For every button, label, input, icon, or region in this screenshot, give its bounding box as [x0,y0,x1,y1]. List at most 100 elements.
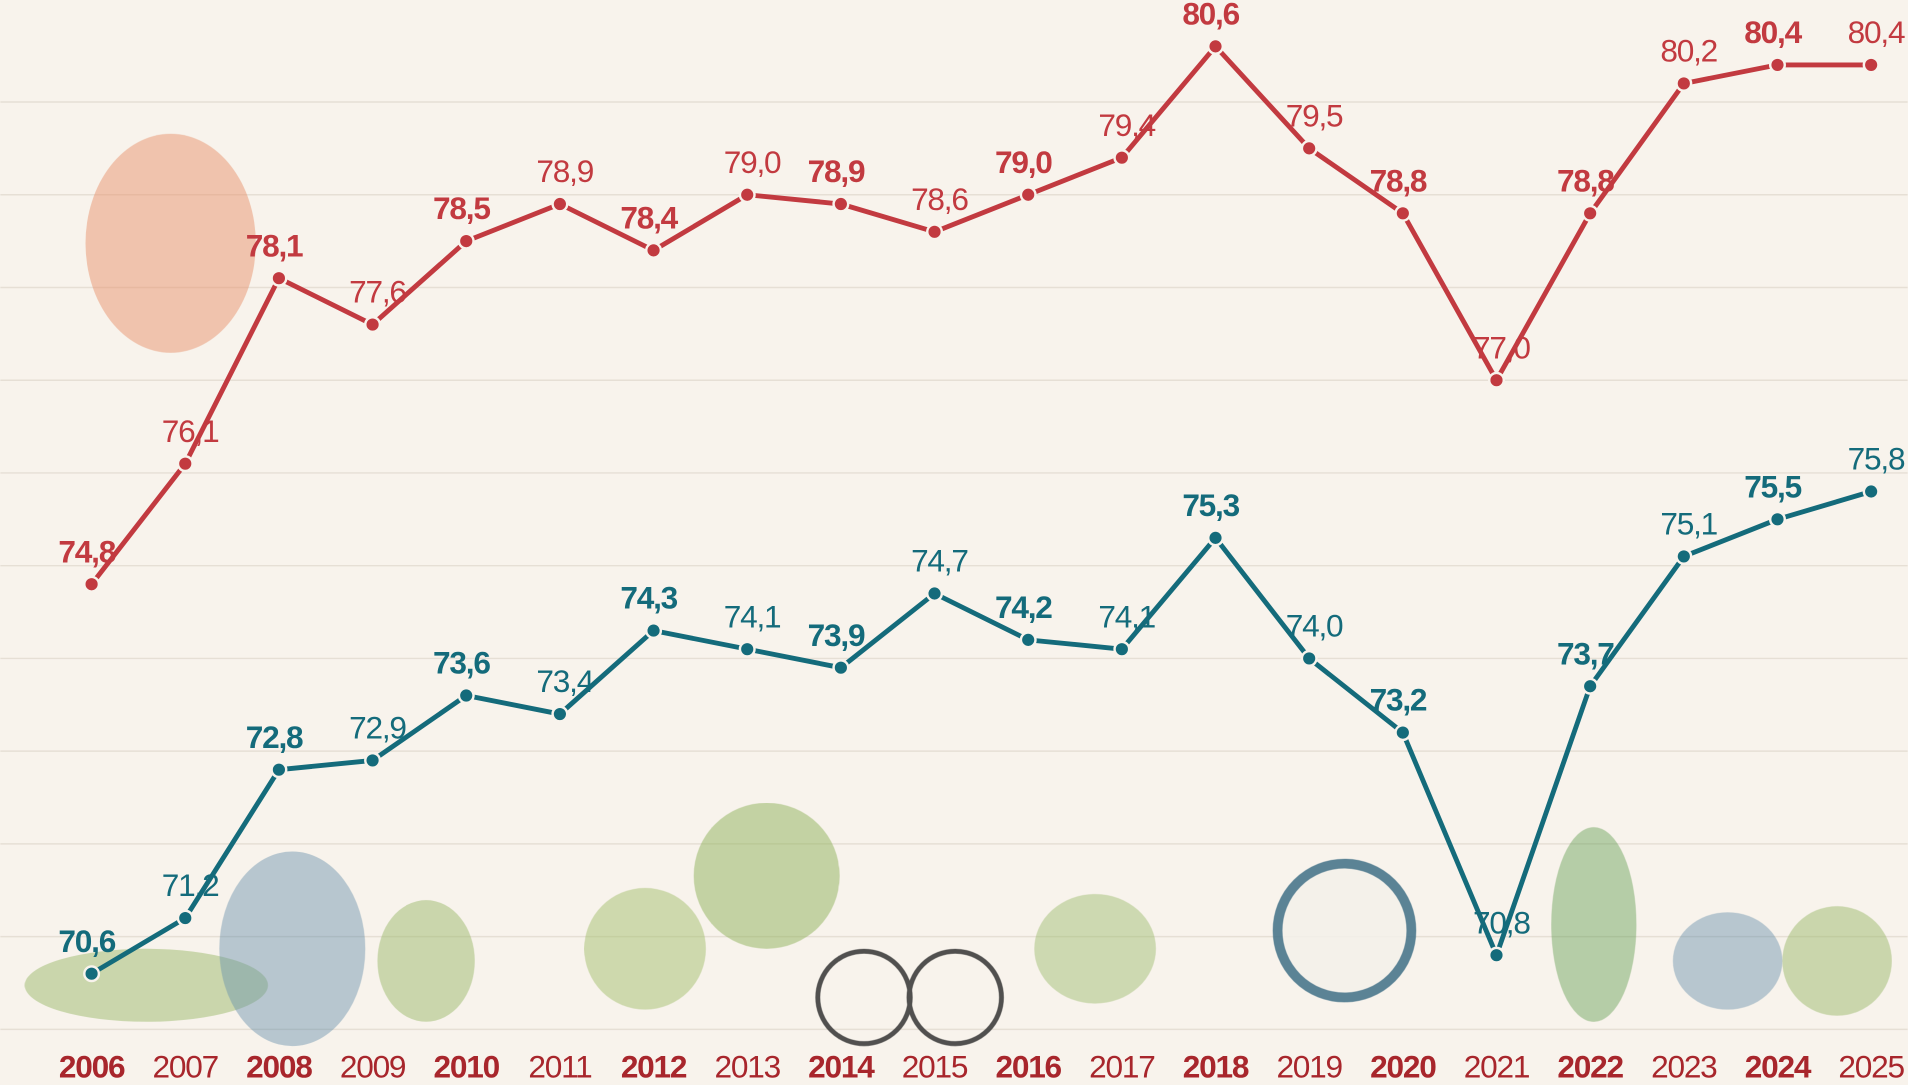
data-point [178,911,193,926]
data-label: 78,5 [433,190,490,226]
data-point [834,197,849,212]
page: {"chart_data": {"type": "line", "categor… [0,0,1908,1085]
data-point [1770,512,1785,527]
data-label: 73,2 [1370,682,1427,718]
data-label: 80,6 [1182,0,1239,31]
x-tick-label: 2023 [1651,1049,1717,1085]
data-point [1396,725,1411,740]
data-point [1583,679,1598,694]
data-label: 80,4 [1744,14,1802,50]
data-point [1489,948,1504,963]
data-label: 75,3 [1182,487,1239,523]
data-point [1770,58,1785,73]
x-tick-label: 2008 [246,1049,312,1085]
data-point [1396,206,1411,221]
x-tick-label: 2024 [1745,1049,1812,1085]
illustration [377,900,474,1022]
data-label: 79,0 [995,144,1052,180]
data-label: 74,1 [1098,598,1155,634]
data-label: 78,8 [1370,162,1427,198]
data-point [84,577,99,592]
illustration [219,851,365,1046]
data-label: 70,8 [1473,904,1530,940]
data-point [1677,76,1692,91]
data-label: 72,9 [349,710,406,746]
data-point [927,586,942,601]
illustration [694,803,840,949]
data-label: 74,0 [1286,608,1343,644]
data-label: 72,8 [246,719,303,755]
data-label: 77,6 [349,274,406,310]
data-point [646,243,661,258]
data-label: 71,2 [162,867,219,903]
data-point [1021,633,1036,648]
data-point [365,317,380,332]
data-point [1677,549,1692,564]
data-point [1583,206,1598,221]
data-label: 78,6 [911,181,968,217]
data-point [84,966,99,981]
x-tick-label: 2015 [902,1049,968,1085]
data-label: 73,9 [808,617,865,653]
data-label: 77,0 [1473,329,1530,365]
x-tick-label: 2022 [1557,1049,1623,1085]
data-point [1489,373,1504,388]
data-point [1115,150,1130,165]
illustration [86,134,256,353]
data-point [1208,39,1223,54]
data-label: 74,3 [620,580,677,616]
data-label: 74,8 [58,533,115,569]
data-point [1864,58,1879,73]
data-label: 80,4 [1848,14,1905,50]
data-point [1208,531,1223,546]
x-tick-label: 2013 [714,1049,780,1085]
data-point [272,271,287,286]
x-tick-label: 2006 [59,1049,125,1085]
data-label: 78,9 [808,153,865,189]
data-point [1021,187,1036,202]
data-label: 78,8 [1557,162,1614,198]
data-point [272,762,287,777]
data-label: 80,2 [1660,33,1717,69]
x-tick-label: 2017 [1089,1049,1154,1085]
data-label: 73,4 [536,663,593,699]
illustration [1673,912,1782,1009]
data-point [1115,642,1130,657]
data-label: 76,1 [162,413,219,449]
data-point [459,688,474,703]
x-tick-label: 2018 [1183,1049,1249,1085]
data-point [178,456,193,471]
data-point [553,197,568,212]
x-tick-label: 2025 [1838,1049,1904,1085]
illustration [1551,827,1636,1022]
data-point [553,707,568,722]
data-point [1302,141,1317,156]
data-point [1302,651,1317,666]
data-label: 74,2 [995,589,1052,625]
x-tick-label: 2010 [434,1049,500,1085]
data-label: 79,4 [1098,107,1155,143]
data-label: 79,0 [724,144,781,180]
x-tick-label: 2020 [1370,1049,1436,1085]
data-label: 73,6 [433,645,490,681]
x-tick-label: 2011 [528,1049,592,1085]
x-tick-label: 2019 [1276,1049,1342,1085]
data-point [646,623,661,638]
data-label: 75,1 [1660,506,1717,542]
chart: 2006200720082009201020112012201320142015… [0,0,1908,1085]
data-point [1864,484,1879,499]
x-tick-label: 2009 [340,1049,406,1085]
data-label: 70,6 [58,923,115,959]
data-label: 74,7 [911,543,968,579]
x-tick-label: 2016 [995,1049,1061,1085]
x-tick-label: 2021 [1464,1049,1530,1085]
data-point [834,660,849,675]
illustration [1278,864,1412,998]
data-label: 74,1 [724,598,781,634]
data-label: 78,4 [620,199,678,235]
data-point [740,187,755,202]
data-point [459,234,474,249]
data-label: 78,9 [536,153,593,189]
illustration [584,888,706,1010]
data-point [740,642,755,657]
